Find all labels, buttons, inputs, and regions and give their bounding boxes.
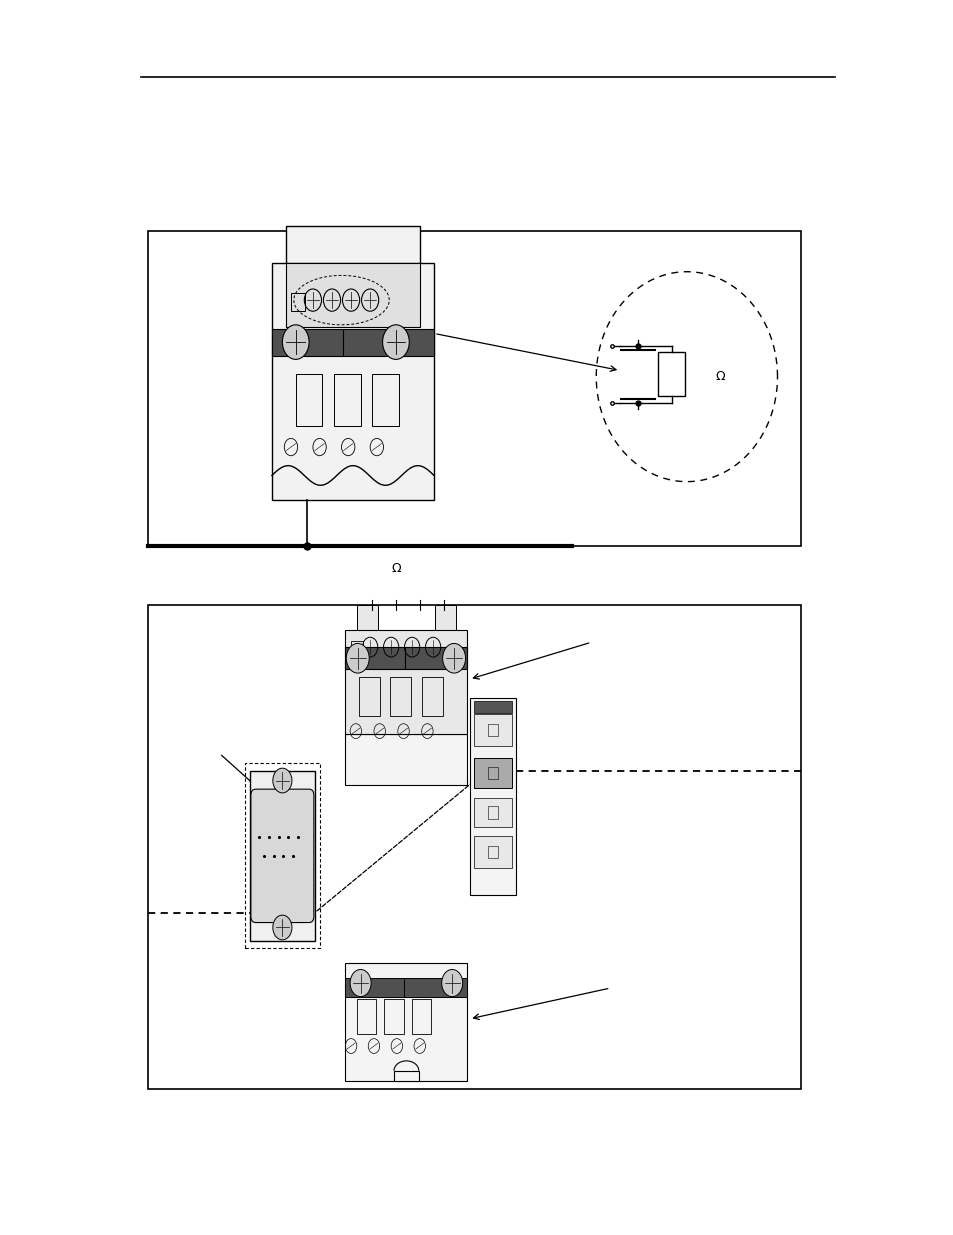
Bar [345,978,467,997]
Bar [658,352,684,396]
Bar [384,999,403,1034]
Bar [474,714,512,746]
Bar [272,263,434,500]
Circle shape [273,768,292,793]
Bar [345,630,467,734]
Bar [250,771,314,941]
Bar [334,374,360,426]
Circle shape [382,325,409,359]
Bar [291,293,305,311]
Bar [412,999,431,1034]
Bar [421,677,442,716]
Bar [286,263,419,327]
Circle shape [441,969,462,997]
Bar [148,231,801,546]
Bar [148,605,801,1089]
Bar [345,963,467,1081]
Bar [474,701,512,713]
Bar [372,374,398,426]
Bar [470,698,516,895]
Bar [356,605,377,630]
Bar [295,374,322,426]
Text: Ω: Ω [391,562,400,574]
Bar [474,798,512,827]
Bar [474,836,512,868]
Bar [358,677,379,716]
Bar [488,724,497,736]
Bar [245,763,319,948]
Bar [435,605,456,630]
Bar [390,677,411,716]
Circle shape [346,643,369,673]
Bar [345,647,467,669]
Bar [394,1071,418,1081]
Bar [286,226,419,263]
Circle shape [282,325,309,359]
Bar [345,734,467,785]
Bar [488,806,497,819]
Circle shape [350,969,371,997]
FancyBboxPatch shape [251,789,314,923]
Bar [488,767,497,779]
Bar [272,329,434,356]
Circle shape [273,915,292,940]
Circle shape [442,643,465,673]
Bar [474,758,512,788]
Bar [488,846,497,858]
Text: Ω: Ω [715,370,724,383]
Bar [356,999,375,1034]
Bar [351,641,363,657]
